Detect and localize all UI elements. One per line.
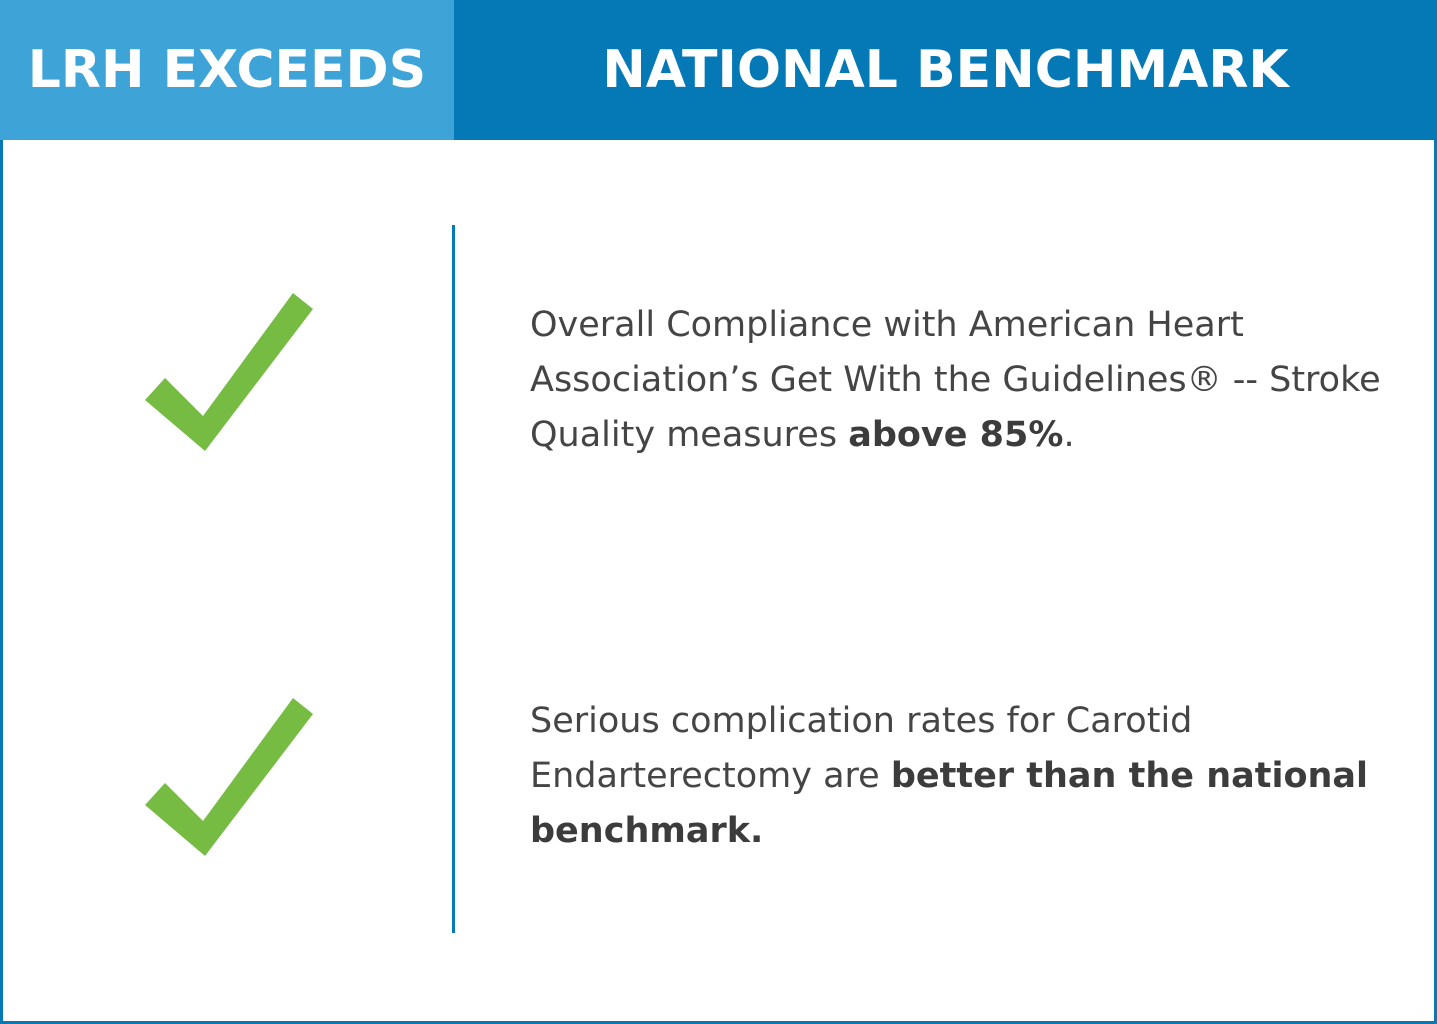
item-text-tail: . [1063, 415, 1075, 455]
item-text-bold: above 85% [848, 415, 1064, 455]
item-text-bold: better than the national benchmark. [530, 756, 1369, 851]
header-lrh-exceeds: LRH EXCEEDS [0, 0, 454, 140]
item-text-regular: Overall Compliance with American Heart A… [530, 305, 1381, 455]
column-divider [452, 225, 455, 933]
list-item: Overall Compliance with American Heart A… [530, 298, 1390, 463]
header-right-title: NATIONAL BENCHMARK [602, 40, 1289, 100]
header-national-benchmark: NATIONAL BENCHMARK [454, 0, 1437, 140]
item-text-regular: Serious complication rates for Carotid E… [530, 701, 1193, 796]
list-item: Serious complication rates for Carotid E… [530, 694, 1390, 859]
header-left-title: LRH EXCEEDS [27, 40, 427, 100]
checkmark-icon [145, 698, 313, 856]
checkmark-icon [145, 293, 313, 451]
